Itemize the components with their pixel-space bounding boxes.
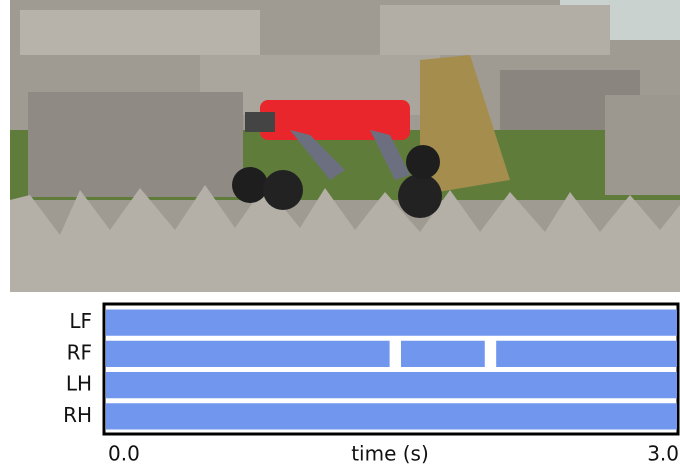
block: [380, 5, 610, 55]
x-axis-label: time (s): [351, 442, 429, 466]
figure: time (s) LF RF LH RH 0.0 3.0: [0, 0, 680, 466]
photo: [10, 0, 680, 292]
block: [20, 10, 260, 55]
wheel: [398, 174, 442, 218]
wheel: [406, 145, 440, 179]
wheel: [232, 167, 268, 203]
stance-bar: [106, 372, 677, 398]
row-label: LF: [69, 309, 92, 333]
block: [28, 92, 243, 197]
wheel: [263, 170, 303, 210]
robot-part: [245, 112, 275, 132]
block: [605, 95, 680, 195]
stance-bar: [401, 341, 485, 367]
stance-bar: [106, 310, 677, 336]
row-label: RF: [67, 340, 92, 364]
stance-bar: [106, 403, 677, 429]
robot-body: [260, 100, 410, 140]
stance-bar: [106, 341, 390, 367]
x-tick-label: 0.0: [108, 442, 140, 466]
x-tick-label: 3.0: [647, 442, 679, 466]
row-label: RH: [63, 403, 92, 427]
page: time (s) LFRFLHRH0.03.0 (() => { const d…: [0, 0, 680, 466]
row-label: LH: [66, 372, 92, 396]
stance-bar: [496, 341, 677, 367]
